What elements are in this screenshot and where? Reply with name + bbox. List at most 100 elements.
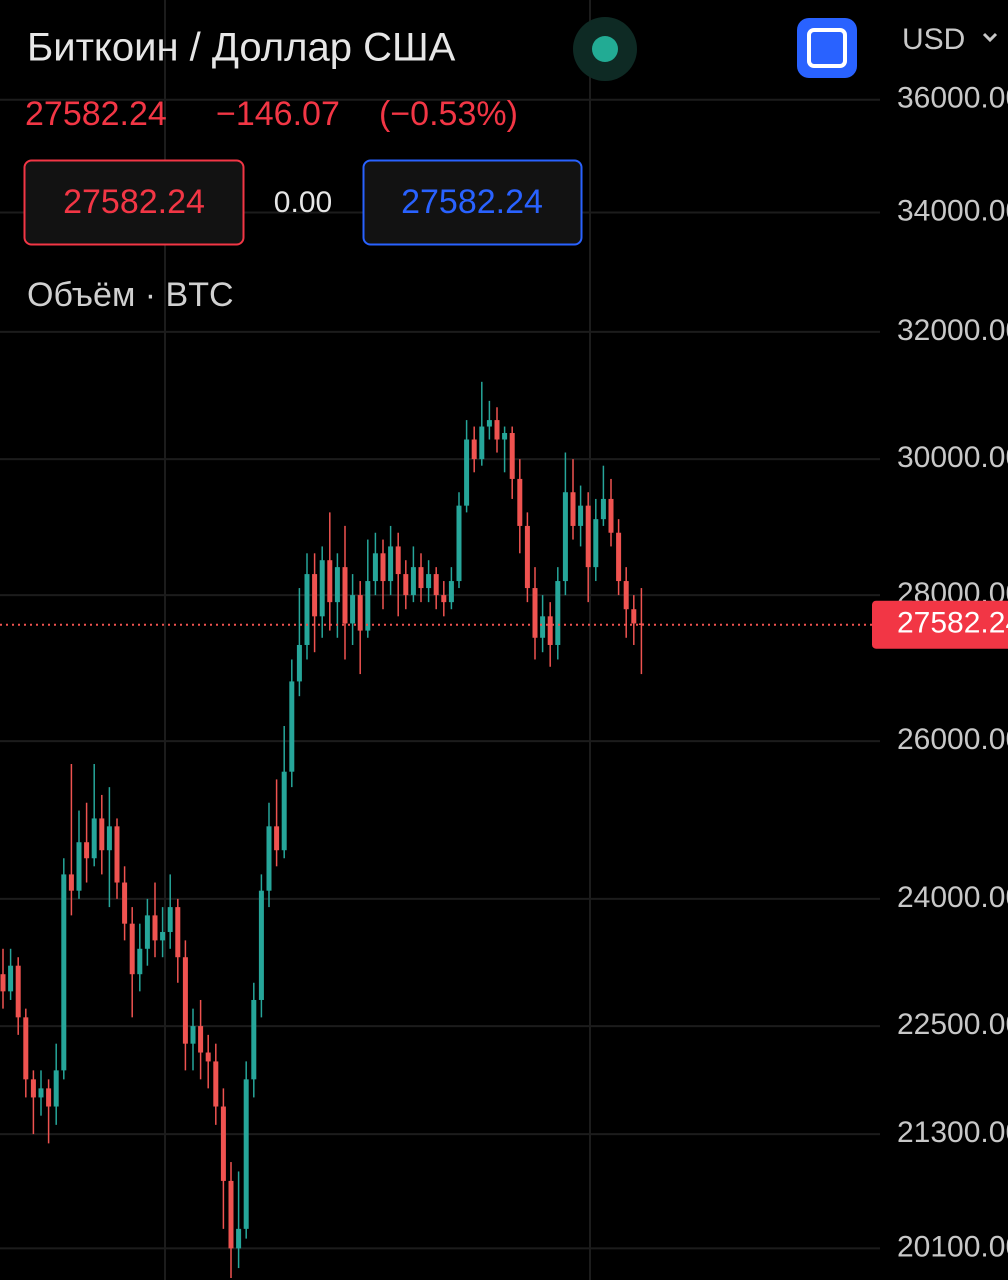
candle-body [623, 581, 629, 610]
symbol-title: Биткоин / Доллар США [27, 26, 456, 70]
candle-body [144, 915, 150, 949]
candle-body [433, 574, 439, 596]
price-change-percent: (−0.53%) [379, 95, 518, 133]
candle-body [388, 546, 394, 582]
candle-body [251, 999, 257, 1080]
volume-label: Объём · BTC [27, 276, 234, 314]
candle-body [570, 492, 576, 526]
status-dot[interactable] [592, 36, 618, 62]
candle-body [608, 498, 614, 533]
candle-body [129, 923, 135, 975]
candle-body [585, 505, 591, 568]
plot [0, 98, 880, 1279]
candle-body [524, 525, 530, 589]
candle-body [160, 932, 166, 941]
candle-body [243, 1079, 249, 1229]
candle-body [53, 1070, 59, 1107]
candle-body [456, 505, 462, 582]
candle-body [137, 948, 143, 975]
candle-body [380, 553, 386, 582]
candle-body [228, 1180, 234, 1249]
buy-button[interactable] [362, 159, 583, 246]
candle-body [600, 498, 606, 520]
price-change: −146.07 [216, 95, 340, 133]
candle-body [304, 574, 310, 645]
candle-body [8, 965, 14, 992]
candle-body [441, 595, 447, 603]
candle-body [190, 1026, 196, 1044]
y-tick-label: 24000.00 [897, 881, 1008, 914]
candle-body [312, 574, 318, 617]
candle-body [220, 1106, 226, 1181]
spread: 0.00 [274, 186, 332, 219]
candle-body [266, 826, 272, 891]
candle-body [99, 818, 105, 851]
candle-body [372, 553, 378, 582]
y-tick-label: 34000.00 [897, 194, 1008, 227]
candle-body [91, 818, 97, 859]
fullscreen-icon [807, 28, 847, 68]
candle-body [15, 965, 21, 1018]
candle-body [540, 616, 546, 638]
candle-body [68, 874, 74, 891]
candle-body [342, 567, 348, 624]
candle-body [114, 826, 120, 883]
candle-body [281, 771, 287, 851]
candle-body [350, 595, 356, 624]
candle-body [479, 426, 485, 460]
candle-body [106, 826, 112, 851]
currency-selector[interactable]: USD [902, 23, 965, 56]
candle-body [555, 581, 561, 645]
candle-body [38, 1088, 44, 1098]
candle-body [152, 915, 158, 941]
candle-body [236, 1228, 242, 1249]
fullscreen-button[interactable] [797, 18, 857, 78]
candle-body [486, 420, 492, 427]
candle-body [464, 439, 470, 506]
last-price: 27582.24 [25, 95, 167, 133]
y-tick-label: 30000.00 [897, 441, 1008, 474]
y-tick-label: 22500.00 [897, 1008, 1008, 1041]
candle-body [61, 874, 67, 1071]
candle-body [517, 478, 523, 526]
y-tick-label: 32000.00 [897, 314, 1008, 347]
candle-body [532, 588, 538, 638]
candle-body [418, 567, 424, 589]
candle-body [46, 1088, 52, 1107]
bid-price: 27582.24 [63, 183, 205, 221]
candle-body [296, 644, 302, 682]
candle-body [182, 957, 188, 1044]
last-price-badge-label: 27582.24 [897, 607, 1008, 640]
candle-body [205, 1052, 211, 1062]
candle-body [494, 420, 500, 440]
candle-body [448, 581, 454, 603]
candle-body [327, 560, 333, 603]
candle-body [631, 609, 637, 624]
candle-body [175, 907, 181, 958]
candle-body [616, 532, 622, 582]
candle-body [357, 595, 363, 631]
candle-body [76, 842, 82, 891]
candle-body [122, 882, 128, 924]
candle-body [638, 623, 644, 625]
candle-body [0, 974, 6, 992]
candle-body [167, 907, 173, 933]
candle-body [198, 1026, 204, 1053]
last-price-badge [872, 600, 1008, 649]
candle-body [471, 439, 477, 460]
y-tick-label: 36000.00 [897, 82, 1008, 115]
candle-body [319, 560, 325, 617]
candle-body [365, 581, 371, 631]
sell-button[interactable] [23, 159, 245, 246]
candle-body [30, 1079, 36, 1098]
candle-body [562, 492, 568, 582]
candle-body [334, 567, 340, 603]
candle-body [289, 681, 295, 772]
chevron [982, 32, 998, 43]
candle-body [426, 574, 432, 589]
y-tick-label: 20100.00 [897, 1230, 1008, 1263]
y-tick-label: 26000.00 [897, 723, 1008, 756]
candle-body [547, 616, 553, 645]
candle-body [502, 433, 508, 440]
